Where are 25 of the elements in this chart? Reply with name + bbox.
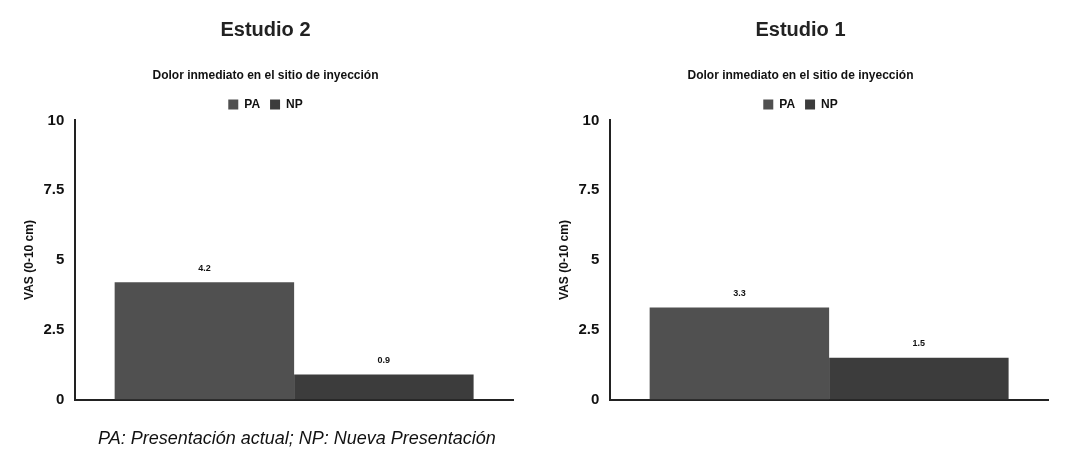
data-label: 1.5	[912, 338, 926, 349]
legend-label: PA	[779, 96, 796, 111]
y-tick-label: 2.5	[578, 319, 600, 337]
legend-label: NP	[286, 96, 303, 111]
chart-subtitle: Dolor inmediato en el sitio de inyección	[687, 67, 914, 82]
data-label: 3.3	[733, 287, 746, 298]
y-tick-label: 0	[590, 389, 600, 407]
y-tick-label: 10	[582, 110, 600, 128]
data-label: 4.2	[198, 262, 211, 273]
data-label: 0.9	[377, 354, 391, 365]
y-tick-label: 7.5	[578, 180, 600, 198]
legend-label: NP	[821, 96, 838, 111]
y-tick-label: 7.5	[43, 180, 65, 198]
y-tick-label: 10	[47, 110, 65, 128]
y-tick-label: 5	[590, 250, 600, 268]
y-axis-title: VAS (0-10 cm)	[21, 220, 36, 300]
text: PA: Presentación actual; NP: Nueva Presentación	[98, 428, 497, 449]
y-tick-label: 0	[55, 389, 65, 407]
y-tick-label: 5	[55, 250, 65, 268]
chart-title: Estudio 1	[755, 17, 846, 40]
y-tick-label: 2.5	[43, 319, 65, 337]
legend-label: PA	[244, 96, 261, 111]
chart-subtitle: Dolor inmediato en el sitio de inyección	[152, 67, 379, 82]
y-axis-title: VAS (0-10 cm)	[556, 220, 571, 300]
chart-title: Estudio 2	[220, 17, 311, 40]
